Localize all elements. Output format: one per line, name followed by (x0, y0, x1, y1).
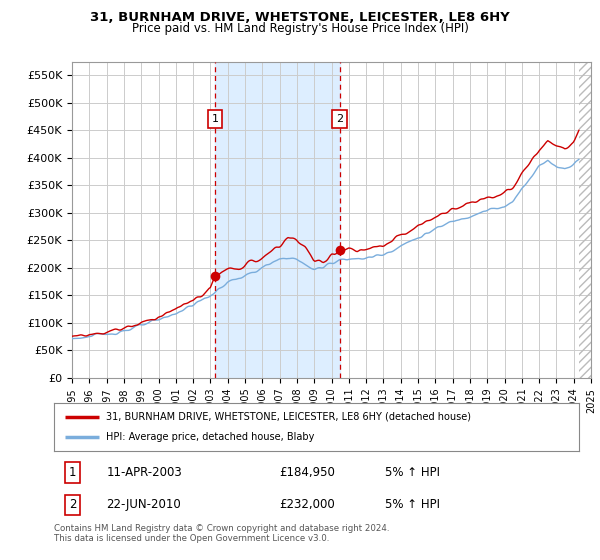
Text: 2: 2 (336, 114, 343, 124)
Text: 31, BURNHAM DRIVE, WHETSTONE, LEICESTER, LE8 6HY: 31, BURNHAM DRIVE, WHETSTONE, LEICESTER,… (90, 11, 510, 24)
Text: 5% ↑ HPI: 5% ↑ HPI (385, 466, 440, 479)
Text: 1: 1 (68, 466, 76, 479)
Text: 31, BURNHAM DRIVE, WHETSTONE, LEICESTER, LE8 6HY (detached house): 31, BURNHAM DRIVE, WHETSTONE, LEICESTER,… (107, 412, 472, 422)
Text: £232,000: £232,000 (280, 498, 335, 511)
Bar (215, 62, 340, 378)
Text: £184,950: £184,950 (280, 466, 335, 479)
Text: 2: 2 (68, 498, 76, 511)
Text: 5% ↑ HPI: 5% ↑ HPI (385, 498, 440, 511)
Bar (579, 62, 591, 378)
Bar (579, 62, 591, 378)
Text: Contains HM Land Registry data © Crown copyright and database right 2024.
This d: Contains HM Land Registry data © Crown c… (54, 524, 389, 543)
Text: 22-JUN-2010: 22-JUN-2010 (107, 498, 181, 511)
Text: 11-APR-2003: 11-APR-2003 (107, 466, 182, 479)
Text: Price paid vs. HM Land Registry's House Price Index (HPI): Price paid vs. HM Land Registry's House … (131, 22, 469, 35)
Text: 1: 1 (212, 114, 218, 124)
Text: HPI: Average price, detached house, Blaby: HPI: Average price, detached house, Blab… (107, 432, 315, 442)
